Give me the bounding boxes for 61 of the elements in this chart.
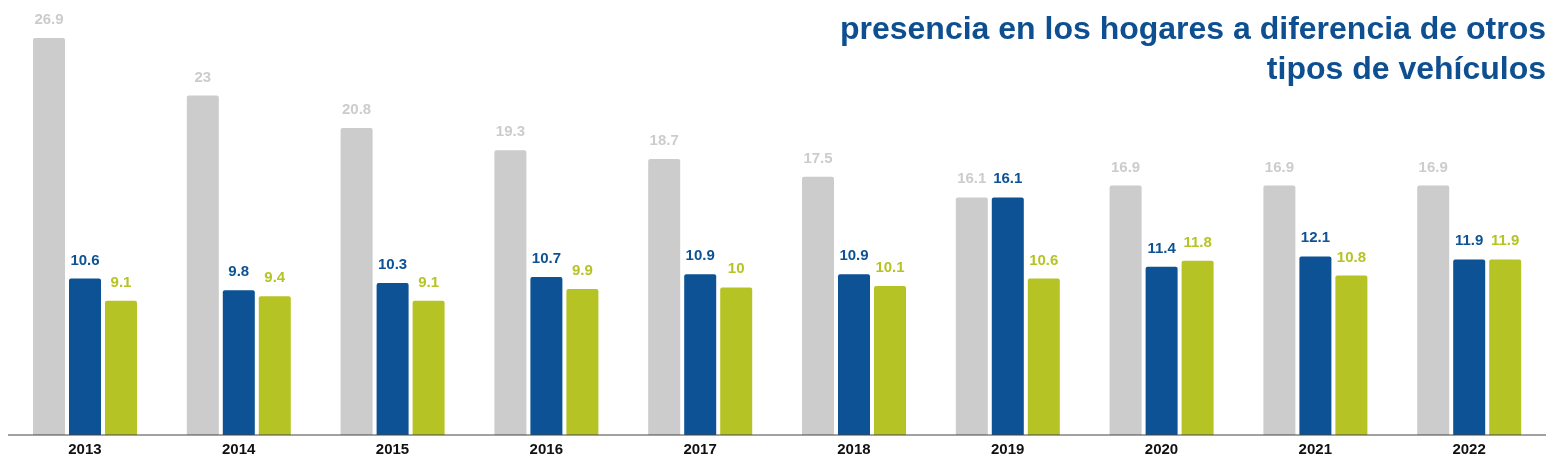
bar — [838, 274, 870, 435]
bar — [376, 282, 409, 435]
data-label: 10.8 — [1336, 247, 1366, 265]
data-label: 9.1 — [418, 272, 440, 290]
bar — [1109, 185, 1142, 435]
bar — [566, 288, 599, 435]
data-label: 11.4 — [1147, 238, 1177, 256]
data-label: 10.6 — [70, 250, 100, 268]
bar — [1263, 185, 1296, 435]
x-tick-label: 2022 — [1452, 439, 1486, 457]
data-label: 10.3 — [378, 254, 408, 272]
bar — [1299, 256, 1332, 435]
bar — [955, 197, 988, 435]
bar — [1027, 278, 1060, 435]
bar — [720, 287, 753, 435]
bar — [991, 197, 1024, 435]
data-label: 16.1 — [993, 169, 1023, 187]
data-label: 10.9 — [685, 246, 715, 264]
bar — [105, 300, 137, 435]
data-label: 9.1 — [110, 272, 132, 290]
bar — [1489, 259, 1522, 435]
bar — [1145, 266, 1178, 435]
data-label: 9.8 — [228, 262, 250, 280]
x-tick-label: 2018 — [837, 439, 871, 457]
data-label: 9.9 — [571, 260, 593, 278]
bar — [684, 274, 717, 435]
data-label: 12.1 — [1300, 228, 1330, 246]
x-tick-label: 2013 — [68, 439, 102, 457]
x-tick-label: 2019 — [991, 439, 1025, 457]
bar — [648, 159, 681, 435]
x-tick-label: 2016 — [529, 439, 563, 457]
x-tick-label: 2015 — [375, 439, 410, 457]
bar — [1453, 259, 1486, 435]
data-label: 11.8 — [1183, 232, 1212, 250]
data-label: 10 — [727, 259, 745, 277]
x-tick-label: 2021 — [1298, 439, 1332, 457]
bar — [412, 300, 445, 435]
bar — [530, 277, 563, 435]
bar — [874, 285, 906, 435]
data-label: 9.4 — [264, 268, 286, 286]
bar — [33, 38, 65, 435]
bar — [340, 128, 373, 435]
bar — [1417, 185, 1450, 435]
bar — [1181, 260, 1214, 435]
chart-title: presencia en los hogares a diferencia de otros tipos de vehículos — [838, 9, 1546, 88]
x-tick-label: 2017 — [683, 439, 717, 457]
data-label: 10.6 — [1029, 250, 1059, 268]
data-label: 10.7 — [531, 249, 561, 267]
bar — [802, 176, 834, 435]
bar — [186, 95, 219, 435]
data-label: 10.1 — [875, 257, 905, 275]
bar — [1335, 275, 1368, 435]
x-tick-label: 2014 — [222, 439, 257, 457]
bar — [222, 290, 255, 435]
bar — [258, 296, 291, 435]
bar — [494, 150, 527, 435]
data-label: 11.9 — [1455, 231, 1484, 249]
data-label: 10.9 — [839, 246, 869, 264]
x-tick-label: 2020 — [1144, 439, 1179, 457]
bar — [69, 278, 101, 435]
data-label: 11.9 — [1491, 231, 1520, 249]
